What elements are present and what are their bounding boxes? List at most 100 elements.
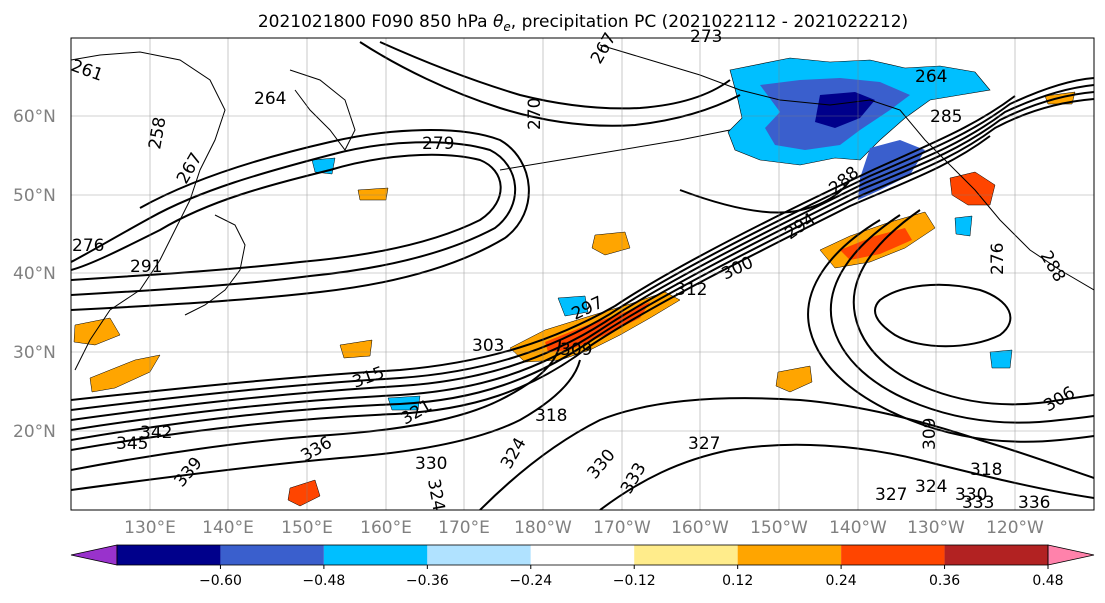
coast-asia [71,51,226,371]
lat-label: 60°N [13,107,56,127]
precip-positive-spot4 [339,339,373,359]
contour-label: 285 [930,107,962,127]
lat-label: 40°N [13,264,56,284]
contour-line [71,129,530,311]
colorbar-tick-label: 0.12 [722,573,753,589]
longitude-labels: 130°E 140°E 150°E 160°E 170°E 180°W 170°… [124,518,1044,538]
lat-label: 30°N [13,343,56,363]
contour-label: 291 [130,257,162,277]
lon-label: 170°E [438,518,490,538]
map-frame [70,37,1095,511]
contour-line [71,153,502,281]
title-prefix: 2021021800 F090 850 hPa [258,12,493,32]
contour-label: 318 [970,460,1002,480]
contour-line [71,141,517,296]
contour-line [71,339,561,471]
map-background [71,38,1094,510]
lat-label: 20°N [13,422,56,442]
contour-line [379,41,731,110]
contour-label: 276 [988,243,1008,275]
colorbar-tick-label: −0.36 [406,573,449,589]
contour-line [874,283,1012,348]
contour-label: 270 [525,98,545,130]
colorbar-extension-low [70,544,118,566]
colorbar-segment [323,545,428,565]
coast-japan [184,214,246,316]
precip-positive-spot1 [591,231,631,256]
map-title: 2021021800 F090 850 hPa θe, precipitatio… [258,12,908,34]
contour-line [71,359,581,491]
lon-label: 130°W [907,518,965,538]
colorbar-tick-label: 0.24 [826,573,857,589]
precip-negative-spot3 [557,295,589,317]
contour-line [479,397,1094,510]
contour-label: 345 [116,434,148,454]
precip-positive-spot3 [775,365,813,393]
colorbar-tick-label: −0.48 [302,573,345,589]
contour-label: 324 [915,477,947,497]
contour-line [359,41,741,127]
colorbar-segment [944,545,1048,565]
contour-label: 336 [1018,493,1050,513]
colorbar-segment [427,545,531,565]
precip-negative-spot4 [954,215,973,237]
contour-label: 279 [422,134,454,154]
colorbar-frame [116,544,1049,566]
title-suffix: , precipitation PC (2021022112 - 2021022… [511,12,908,32]
contour-line [829,214,1094,424]
contour-label: 264 [254,89,286,109]
graticule [71,38,1094,510]
contour-label: 264 [915,67,947,87]
colorbar-segment [220,545,324,565]
contour-line [599,443,1094,510]
colorbar-tick-label: −0.60 [199,573,242,589]
contour-label: 342 [140,423,172,443]
title-theta: θ [493,12,504,32]
precip-negative-spot1 [989,349,1013,369]
coast-aleutians [499,129,731,171]
lon-label: 160°E [360,518,412,538]
contour-line [71,98,1094,441]
contour-label: 276 [72,236,104,256]
contour-line [807,219,1094,443]
lon-label: 170°W [593,518,651,538]
colorbar-tick-label: 0.48 [1032,573,1063,589]
colorbar-extension-high [1047,544,1095,566]
contour-label: 309 [920,418,940,450]
colorbar-tick-label: −0.12 [613,573,656,589]
contour-line [679,179,851,214]
title-theta-sub: e [503,20,510,34]
map-panel: 279 261 258 264 267 270 267 264 273 285 … [68,27,1095,513]
colorbar-ticks: −0.60 −0.48 −0.36 −0.24 −0.12 0.12 0.24 0.36 0.4… [199,565,1064,589]
contour-label: 330 [955,485,987,505]
contour-label: 333 [962,493,994,513]
precip-positive-spot5 [357,187,389,201]
contour-label: 312 [675,280,707,300]
coast-alaska [599,44,1094,291]
lon-label: 180°W [514,518,572,538]
colorbar-segment [841,545,945,565]
lon-label: 160°W [671,518,729,538]
coast-kamchatka [289,69,356,151]
colorbar-segment [530,545,635,565]
contour-label: 273 [690,27,722,47]
contour-label: 318 [535,406,567,426]
colorbar-segment [737,545,842,565]
contour-line [71,95,1016,401]
lon-label: 120°W [986,518,1044,538]
latitude-labels: 60°N 50°N 40°N 30°N 20°N [13,107,56,442]
contour-label: 327 [688,434,720,454]
contour-line [71,135,991,451]
lat-label: 50°N [13,186,56,206]
colorbar-tick-label: −0.24 [509,573,552,589]
contour-label: 327 [875,485,907,505]
lon-label: 150°E [281,518,333,538]
colorbar-segments [70,544,1095,566]
lon-label: 140°W [829,518,887,538]
lon-label: 130°E [124,518,176,538]
colorbar-segment [117,545,221,565]
contour-label: 309 [560,340,592,360]
contour-label: 330 [415,454,447,474]
contour-line [852,209,1094,406]
